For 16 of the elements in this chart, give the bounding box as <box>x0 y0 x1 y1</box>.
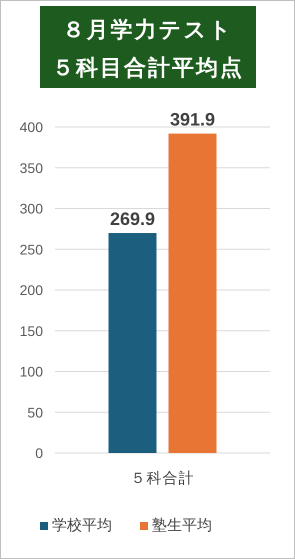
chart-title: ８月学力テスト <box>62 17 234 42</box>
y-tick-label: 300 <box>20 200 44 216</box>
data-label: 391.9 <box>170 110 216 130</box>
y-tick-label: 350 <box>20 160 44 176</box>
legend-label: 学校平均 <box>52 517 112 534</box>
data-label: 269.9 <box>110 209 156 230</box>
y-tick-label: 0 <box>35 445 44 461</box>
y-tick-label: 50 <box>27 404 44 420</box>
y-tick-label: 400 <box>20 119 44 135</box>
y-tick-label: 100 <box>20 364 44 380</box>
x-tick-label: ５科合計 <box>130 470 194 487</box>
y-tick-label: 150 <box>20 322 44 339</box>
y-tick-label: 200 <box>20 282 44 298</box>
legend-label: 塾生平均 <box>152 517 212 534</box>
chart-subtitle: ５科目合計平均点 <box>52 55 244 80</box>
y-tick-label: 250 <box>20 241 44 258</box>
